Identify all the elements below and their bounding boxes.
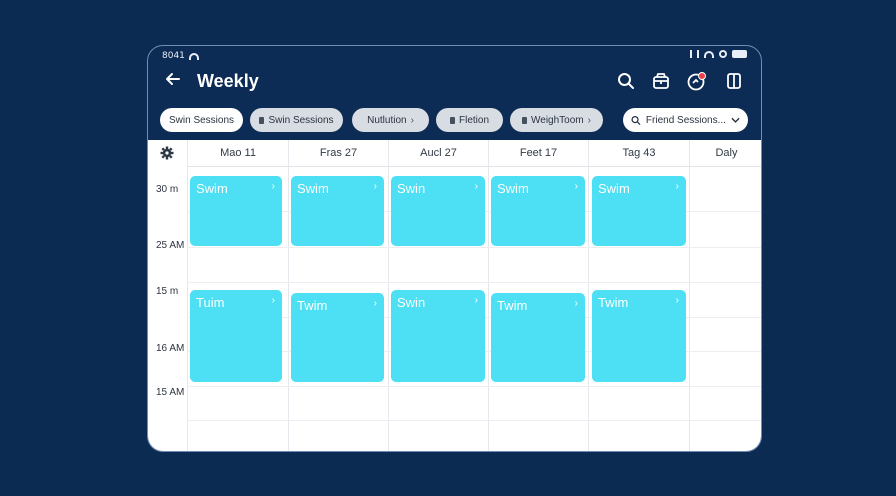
search-button[interactable] <box>615 70 637 92</box>
grid-divider <box>488 140 489 451</box>
event-title: Swin <box>397 295 426 310</box>
app-window: 8041 Weekly <box>147 45 762 452</box>
event-title: Twim <box>598 295 629 310</box>
day-header[interactable]: Tag 43 <box>589 140 689 167</box>
wifi-icon <box>704 50 714 58</box>
event-card[interactable]: Twim › <box>592 290 686 382</box>
grid-divider <box>689 140 690 451</box>
friend-sessions-dropdown[interactable]: Friend Sessions... <box>623 108 748 132</box>
lock-icon <box>522 116 528 124</box>
event-title: Tuim <box>196 295 225 310</box>
chevron-down-icon <box>731 117 740 123</box>
day-header[interactable]: Daly <box>690 140 761 167</box>
package-button[interactable] <box>650 70 672 92</box>
airplane-icon <box>719 50 727 58</box>
calendar-settings-button[interactable] <box>160 146 176 162</box>
back-button[interactable] <box>162 70 184 92</box>
lock-icon <box>259 116 265 124</box>
time-label: 16 AM <box>156 343 185 354</box>
chip-label: WeighToom <box>531 114 584 126</box>
grid-line <box>187 247 761 248</box>
event-card[interactable]: Swim › <box>190 176 282 246</box>
chevron-right-icon: › <box>474 295 478 306</box>
chevron-right-icon: › <box>271 295 275 306</box>
filter-chip-nutlution[interactable]: Nutlution › <box>352 108 429 132</box>
book-button[interactable] <box>723 70 745 92</box>
search-icon <box>618 73 634 89</box>
wifi-icon <box>188 52 199 60</box>
chip-label: Swin Sessions <box>268 114 334 126</box>
time-label: 30 m <box>156 184 179 195</box>
grid-line <box>187 420 761 421</box>
time-label: 15 m <box>156 286 179 297</box>
grid-line <box>187 282 761 283</box>
grid-line <box>187 386 761 387</box>
event-card[interactable]: Twim › <box>491 293 585 382</box>
chevron-right-icon: › <box>373 298 377 309</box>
chip-label: Nutlution <box>367 114 407 126</box>
chevron-right-icon: › <box>271 181 275 192</box>
event-card[interactable]: Swim › <box>491 176 585 246</box>
day-header[interactable]: Fras 27 <box>289 140 388 167</box>
notification-badge-icon <box>687 72 706 91</box>
event-card[interactable]: Swin › <box>391 290 485 382</box>
event-title: Swim <box>297 181 329 196</box>
search-icon <box>631 115 641 125</box>
gear-icon <box>160 146 174 160</box>
event-title: Twim <box>297 298 328 313</box>
event-title: Swin <box>397 181 426 196</box>
status-bar: 8041 <box>148 46 761 66</box>
time-label: 15 AM <box>156 387 185 398</box>
notification-button[interactable] <box>686 70 708 92</box>
grid-divider <box>588 140 589 451</box>
grid-divider <box>288 140 289 451</box>
event-card[interactable]: Twim › <box>291 293 384 382</box>
day-header[interactable]: Feet 17 <box>489 140 588 167</box>
filter-chip-swin-sessions[interactable]: Swin Sessions <box>160 108 243 132</box>
chevron-right-icon: › <box>410 114 414 126</box>
page-title: Weekly <box>197 71 259 91</box>
chevron-right-icon: › <box>373 181 377 192</box>
grid-divider <box>388 140 389 451</box>
weekly-calendar-grid: Mao 11 Fras 27 Aucl 27 Feet 17 Tag 43 Da… <box>148 140 761 451</box>
chevron-right-icon: › <box>574 298 578 309</box>
chip-label: Fletion <box>458 114 489 126</box>
event-card[interactable]: Tuim › <box>190 290 282 382</box>
day-header[interactable]: Aucl 27 <box>389 140 488 167</box>
filter-chip-swin-sessions-locked[interactable]: Swin Sessions <box>250 108 343 132</box>
chevron-right-icon: › <box>587 114 591 126</box>
chevron-right-icon: › <box>474 181 478 192</box>
signal-icon <box>690 50 699 58</box>
grid-divider <box>187 140 188 451</box>
time-label: 25 AM <box>156 240 185 251</box>
chip-label: Swin Sessions <box>168 114 235 126</box>
event-card[interactable]: Swin › <box>391 176 485 246</box>
book-icon <box>727 73 741 89</box>
arrow-left-icon <box>166 73 180 85</box>
chevron-right-icon: › <box>675 295 679 306</box>
chevron-right-icon: › <box>675 181 679 192</box>
event-title: Twim <box>497 298 528 313</box>
event-title: Swim <box>497 181 529 196</box>
status-time: 8041 <box>162 51 185 61</box>
package-icon <box>653 73 669 89</box>
lock-icon <box>449 116 455 124</box>
event-title: Swim <box>598 181 630 196</box>
day-header[interactable]: Mao 11 <box>188 140 288 167</box>
filter-bar: Swin Sessions Swin Sessions Nutlution › … <box>148 108 761 132</box>
event-title: Swim <box>196 181 228 196</box>
app-header: Weekly <box>148 66 761 102</box>
event-card[interactable]: Swim › <box>291 176 384 246</box>
event-card[interactable]: Swim › <box>592 176 686 246</box>
chip-label: Friend Sessions... <box>645 114 726 126</box>
filter-chip-weightoom[interactable]: WeighToom › <box>510 108 603 132</box>
filter-chip-fletion[interactable]: Fletion <box>436 108 503 132</box>
battery-icon <box>732 50 747 58</box>
chevron-right-icon: › <box>574 181 578 192</box>
